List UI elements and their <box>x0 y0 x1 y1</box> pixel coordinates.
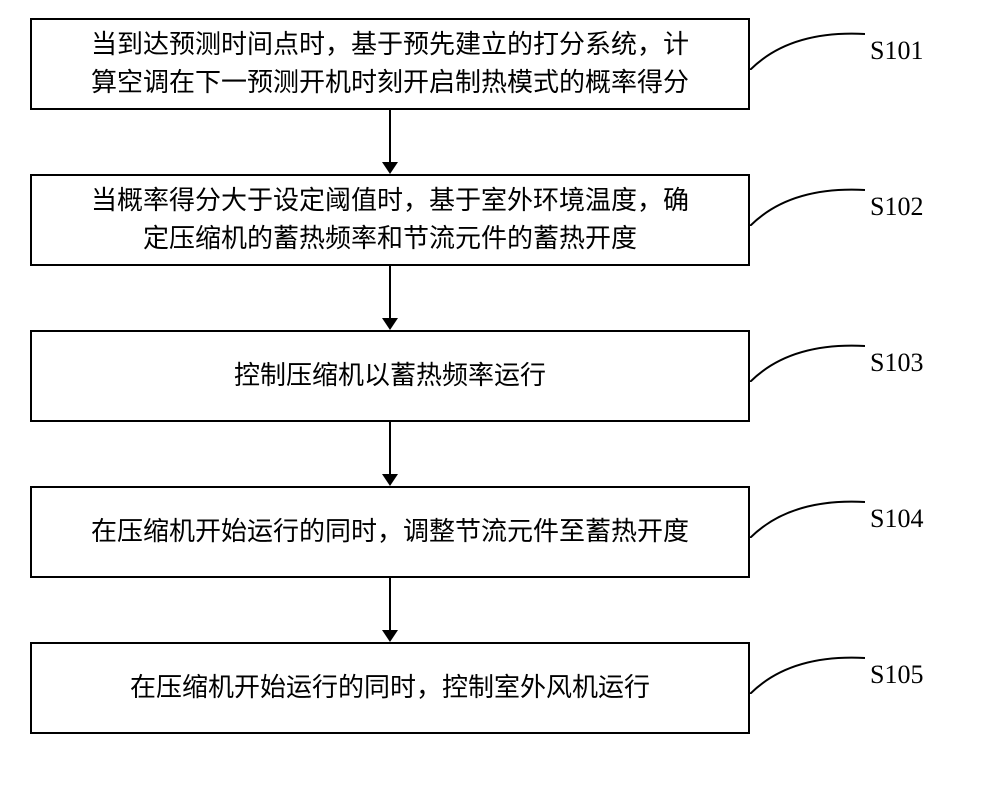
step-text: 控制压缩机以蓄热频率运行 <box>234 357 546 395</box>
step-box-s104: 在压缩机开始运行的同时，调整节流元件至蓄热开度 <box>30 486 750 578</box>
step-text: 在压缩机开始运行的同时，调整节流元件至蓄热开度 <box>91 513 689 551</box>
label-arc-s105 <box>750 654 865 699</box>
step-label-s102: S102 <box>870 192 923 222</box>
flowchart-canvas: 当到达预测时间点时，基于预先建立的打分系统，计 算空调在下一预测开机时刻开启制热… <box>0 0 1000 799</box>
step-text: 在压缩机开始运行的同时，控制室外风机运行 <box>130 669 650 707</box>
step-label-s103: S103 <box>870 348 923 378</box>
connector-s101-s102 <box>382 110 398 174</box>
connector-s104-s105 <box>382 578 398 642</box>
step-box-s105: 在压缩机开始运行的同时，控制室外风机运行 <box>30 642 750 734</box>
step-label-s104: S104 <box>870 504 923 534</box>
step-label-s105: S105 <box>870 660 923 690</box>
step-box-s101: 当到达预测时间点时，基于预先建立的打分系统，计 算空调在下一预测开机时刻开启制热… <box>30 18 750 110</box>
step-text: 当到达预测时间点时，基于预先建立的打分系统，计 算空调在下一预测开机时刻开启制热… <box>91 26 689 101</box>
connector-s102-s103 <box>382 266 398 330</box>
step-box-s102: 当概率得分大于设定阈值时，基于室外环境温度，确 定压缩机的蓄热频率和节流元件的蓄… <box>30 174 750 266</box>
step-box-s103: 控制压缩机以蓄热频率运行 <box>30 330 750 422</box>
label-arc-s103 <box>750 342 865 387</box>
step-label-s101: S101 <box>870 36 923 66</box>
label-arc-s102 <box>750 186 865 231</box>
step-text: 当概率得分大于设定阈值时，基于室外环境温度，确 定压缩机的蓄热频率和节流元件的蓄… <box>91 182 689 257</box>
label-arc-s101 <box>750 30 865 75</box>
label-arc-s104 <box>750 498 865 543</box>
connector-s103-s104 <box>382 422 398 486</box>
